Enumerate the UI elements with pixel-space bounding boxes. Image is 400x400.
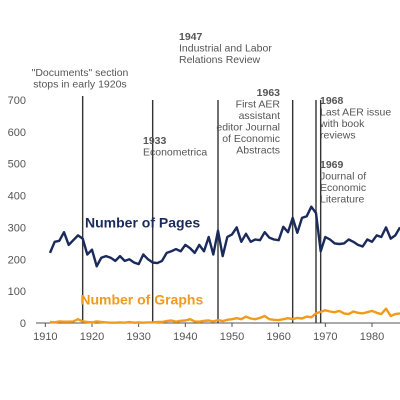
series-label-number-of-pages: Number of Pages (85, 214, 200, 230)
x-tick-label: 1910 (33, 331, 57, 343)
y-tick-label: 0 (20, 318, 26, 330)
annotation-text-1933: Econometrica (143, 147, 207, 159)
annotation-text-1968: 1968 (320, 95, 344, 107)
annotation-text-1918: stops in early 1920s (33, 79, 126, 91)
series-line-number-of-graphs (49, 307, 400, 324)
annotation-text-1968: Last AER issue (320, 107, 391, 119)
annotation-text-1968: reviews (320, 130, 356, 142)
annotation-text-1918: "Documents" section (32, 67, 129, 79)
y-tick-label: 300 (8, 222, 26, 234)
annotation-text-1933: 1933 (143, 135, 167, 147)
x-tick-label: 1980 (360, 331, 384, 343)
annotation-text-1969: Journal of (320, 171, 366, 183)
annotation-text-1963: of Economic (222, 133, 280, 145)
series-label-number-of-graphs: Number of Graphs (80, 292, 203, 308)
x-tick-label: 1940 (173, 331, 197, 343)
x-tick-label: 1930 (126, 331, 150, 343)
annotation-text-1963: editor Journal (216, 122, 280, 134)
x-tick-label: 1960 (266, 331, 290, 343)
y-tick-label: 700 (8, 95, 26, 107)
annotation-text-1963: First AER (236, 99, 281, 111)
annotation-text-1947: 1947 (179, 31, 203, 43)
x-tick-label: 1920 (80, 331, 104, 343)
annotation-text-1963: Abstracts (236, 145, 280, 157)
annotation-text-1969: Economic (320, 182, 366, 194)
y-tick-label: 600 (8, 127, 26, 139)
annotation-text-1947: Relations Review (179, 54, 261, 66)
annotation-text-1947: Industrial and Labor (179, 43, 272, 55)
series-line-number-of-pages (48, 205, 400, 268)
annotation-text-1969: 1969 (320, 159, 344, 171)
x-tick-label: 1970 (313, 331, 337, 343)
annotation-text-1963: assistant (239, 110, 281, 122)
x-tick-label: 1950 (220, 331, 244, 343)
annotation-text-1968: with book (319, 118, 365, 130)
y-tick-label: 400 (8, 191, 26, 203)
y-tick-label: 200 (8, 254, 26, 266)
y-tick-label: 500 (8, 159, 26, 171)
annotation-text-1963: 1963 (257, 87, 281, 99)
y-tick-label: 100 (8, 286, 26, 298)
annotation-text-1969: Literature (320, 194, 365, 206)
